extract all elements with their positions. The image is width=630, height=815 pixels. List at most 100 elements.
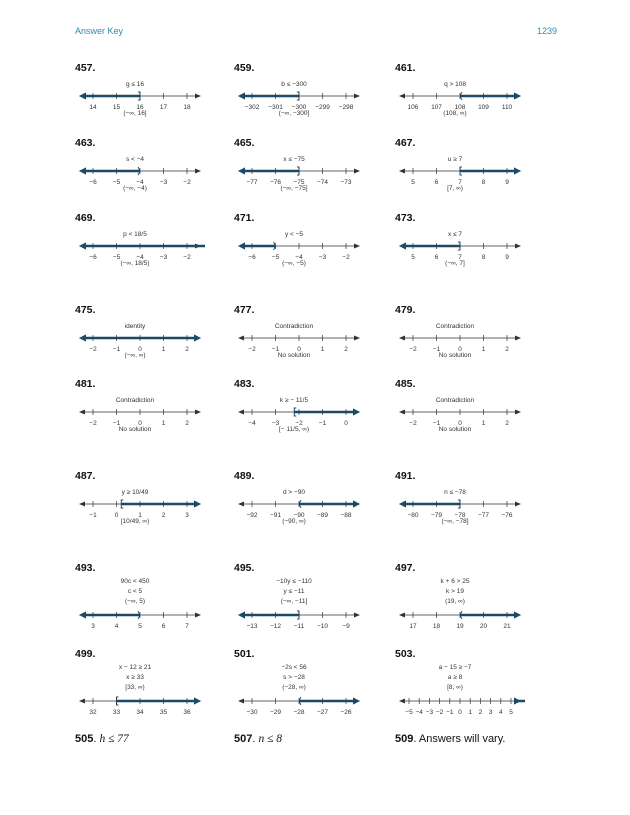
tick-label: −1: [433, 346, 441, 353]
tick-label: −75: [293, 179, 304, 186]
statement-line: q > 108: [444, 81, 466, 88]
tick-label: 0: [115, 512, 119, 519]
tick-label: −28: [293, 709, 304, 716]
number-line: −4 −3 −2 −1 0: [238, 407, 360, 427]
statement-line: k ≥ − 11/5: [279, 397, 309, 404]
tick-label: 2: [344, 346, 348, 353]
tick-label: −11: [294, 623, 305, 630]
tick-label: −27: [317, 709, 328, 716]
tick-label: −79: [431, 512, 442, 519]
number-line: 14 15 16 17 18: [79, 91, 201, 111]
tick-label: 1: [321, 346, 325, 353]
tick-label: −1: [113, 420, 121, 427]
header-title: Answer Key: [75, 26, 124, 36]
interval-notation: (−∞, −78]: [441, 518, 469, 525]
problem-number: 499.: [75, 648, 96, 660]
problem-number: 457.: [75, 62, 96, 74]
solution-ray: [120, 499, 201, 509]
tick-label: −91: [270, 512, 281, 519]
problem-number: 471.: [234, 212, 255, 224]
tick-label: 17: [160, 104, 168, 111]
tick-label: −89: [317, 512, 328, 519]
interval-notation: (−∞, −300]: [278, 110, 310, 117]
interval-notation: (−∞, 7]: [445, 260, 465, 267]
statement-line: c < 5: [127, 588, 143, 595]
number-line: −2 −1 0 1 2: [399, 335, 521, 353]
problem-number: 461.: [395, 62, 416, 74]
endpoint-mark: [137, 610, 140, 620]
tick-label: 6: [435, 179, 439, 186]
tick-label: 18: [183, 104, 191, 111]
answer-text: Answers will vary.: [418, 733, 506, 745]
problem-number: 505: [75, 733, 94, 745]
number-line: −2 −1 0 1 2: [79, 409, 201, 427]
solution-ray: [238, 241, 276, 251]
tick-label: −73: [340, 179, 351, 186]
solution-ray: [399, 499, 461, 509]
interval-notation: No solution: [118, 426, 152, 433]
tick-label: 16: [136, 104, 144, 111]
solution-ray: [238, 610, 300, 620]
tick-label: −1: [113, 346, 121, 353]
number-line: −2 −1 0 1 2: [399, 409, 521, 427]
answer-text: n ≤ 8: [258, 733, 283, 745]
tick-label: −300: [292, 104, 307, 111]
tick-label: 5: [411, 254, 415, 261]
statement-line: d > −90: [282, 489, 306, 496]
solution-ray: [238, 91, 300, 101]
solution-ray: [79, 242, 205, 250]
interval-notation: [− 11/5, ∞): [279, 426, 309, 433]
tick-label: −10: [317, 623, 328, 630]
problem-number: 509: [395, 733, 414, 745]
statement-line: (−∞, −11]: [280, 598, 308, 605]
tick-label: 8: [482, 179, 486, 186]
tick-label: −77: [478, 512, 489, 519]
number-line: −77 −76 −75 −74 −73: [238, 166, 360, 186]
tick-label: −3: [160, 179, 168, 186]
interval-notation: (−∞, 18/5): [120, 260, 150, 267]
tick-label: 4: [115, 623, 119, 630]
tick-label: 34: [136, 709, 144, 716]
tick-label: −77: [246, 179, 257, 186]
number-line: 32 33 34 35 36: [79, 696, 201, 716]
statement-line: y ≤ −11: [283, 588, 305, 595]
endpoint-mark: [137, 166, 140, 176]
problem-number: 503.: [395, 648, 416, 660]
problem-number: 483.: [234, 378, 255, 390]
tick-label: −4: [295, 254, 303, 261]
statement-line: −10y ≤ −110: [276, 578, 312, 585]
tick-label: −3: [319, 254, 327, 261]
tick-label: −301: [268, 104, 283, 111]
problem-number: 493.: [75, 562, 96, 574]
tick-label: 19: [456, 623, 464, 630]
tick-label: 2: [505, 346, 509, 353]
tick-label: −5: [113, 179, 121, 186]
solution-ray: [460, 610, 521, 620]
tick-label: 1: [138, 512, 142, 519]
tick-label: 1: [162, 346, 166, 353]
statement-line: Contradiction: [274, 323, 314, 330]
number-line: −6 −5 −4 −3 −2: [79, 242, 205, 261]
problem-number: 491.: [395, 470, 416, 482]
tick-label: −6: [248, 254, 256, 261]
tick-label: 0: [344, 420, 348, 427]
tick-label: −2: [183, 179, 191, 186]
statement-line: k + 6 > 25: [440, 578, 470, 585]
endpoint-mark: [460, 610, 463, 620]
tick-label: −1: [319, 420, 327, 427]
statement-line: [8, ∞): [447, 684, 463, 691]
tick-label: −26: [340, 709, 351, 716]
tick-label: 2: [479, 709, 483, 716]
statement-line: (19, ∞): [445, 598, 465, 605]
tick-label: −4: [136, 254, 144, 261]
problem-number: 467.: [395, 137, 416, 149]
tick-label: 109: [478, 104, 489, 111]
interval-notation: (−90, ∞): [282, 518, 306, 525]
interval-notation: (−∞, 16]: [123, 110, 147, 117]
final-answer-507: 507. n ≤ 8: [234, 733, 283, 745]
tick-label: −4: [415, 709, 423, 716]
tick-label: 107: [431, 104, 442, 111]
tick-label: 3: [185, 512, 189, 519]
tick-label: 9: [505, 179, 509, 186]
endpoint-mark: [293, 407, 297, 417]
